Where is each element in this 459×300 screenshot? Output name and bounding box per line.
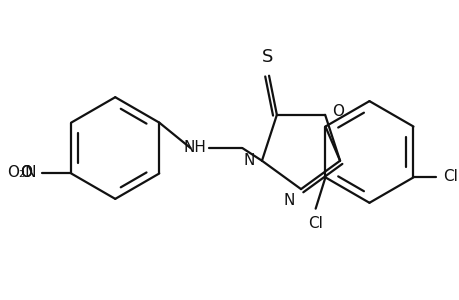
Text: O: O [20,165,32,180]
Text: N: N [243,153,255,168]
Text: O₂N: O₂N [7,165,37,180]
Text: Cl: Cl [308,217,322,232]
Text: Cl: Cl [442,169,457,184]
Text: N: N [283,193,295,208]
Text: O: O [20,165,32,180]
Text: O: O [331,104,343,119]
Text: S: S [261,48,272,66]
Text: NH: NH [184,140,207,154]
